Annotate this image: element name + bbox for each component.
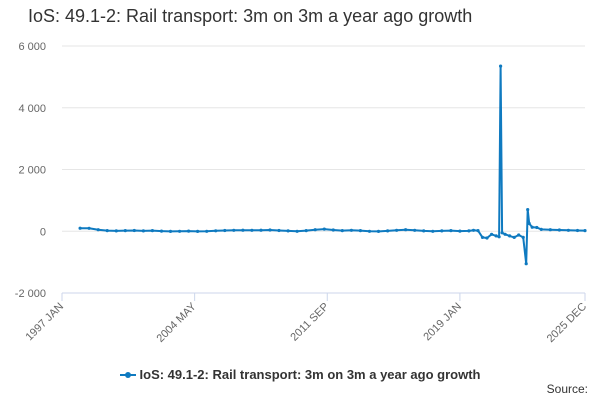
x-tick-label: 2004 MAY (155, 300, 200, 345)
data-point (535, 225, 539, 230)
data-point (159, 229, 164, 233)
data-point (105, 229, 109, 233)
data-point (458, 229, 462, 233)
legend-series-label: IoS: 49.1-2: Rail transport: 3m on 3m a … (139, 367, 481, 383)
data-point (286, 229, 290, 233)
data-point (497, 235, 501, 239)
data-point (503, 232, 507, 236)
data-point (132, 228, 136, 233)
data-point (349, 228, 353, 232)
data-point (404, 228, 408, 232)
data-point (422, 229, 426, 233)
data-point (557, 228, 562, 232)
data-point (527, 221, 531, 226)
data-point (449, 229, 453, 233)
data-point (490, 232, 494, 236)
y-tick-label: 2 000 (18, 165, 46, 177)
data-point (187, 229, 191, 233)
data-point (485, 236, 489, 240)
data-point (500, 231, 504, 235)
data-point (96, 228, 100, 232)
data-point (512, 235, 516, 239)
data-point (476, 229, 480, 233)
x-tick-label: 1997 JAN (23, 301, 66, 344)
x-tick-label: 2019 JAN (421, 301, 464, 344)
data-point (304, 229, 308, 233)
data-point (480, 235, 485, 239)
data-point (277, 228, 281, 233)
data-point (313, 228, 317, 232)
data-point (508, 234, 512, 238)
data-point (340, 229, 344, 233)
data-point (494, 234, 498, 238)
y-tick-labels: -2 000 0 2 000 4 000 6 000 (15, 41, 46, 300)
chart-title: IoS: 49.1-2: Rail transport: 3m on 3m a … (28, 6, 473, 26)
data-point (322, 227, 326, 231)
data-point (223, 228, 227, 233)
data-point (499, 64, 503, 68)
data-point (331, 228, 335, 232)
data-point (548, 228, 552, 232)
data-point (521, 235, 525, 239)
data-point (524, 262, 528, 266)
data-point (530, 225, 534, 229)
series-line-group (78, 64, 587, 266)
data-point (575, 228, 580, 233)
data-point (259, 228, 263, 232)
data-point (376, 229, 381, 233)
data-point (232, 228, 236, 232)
data-point (268, 228, 272, 232)
data-point (114, 229, 118, 233)
y-tick-label: 4 000 (18, 103, 46, 115)
data-point (539, 227, 543, 231)
data-point (526, 208, 530, 212)
x-tick-label: 2025 DEC (545, 301, 589, 345)
data-point (196, 229, 200, 233)
data-point (358, 229, 362, 233)
data-point (141, 229, 145, 233)
x-tick-label: 2011 SEP (288, 301, 331, 344)
legend-line-marker-icon (119, 371, 136, 379)
data-point (168, 229, 173, 233)
y-tick-label: -2 000 (15, 288, 46, 300)
data-point (205, 229, 209, 233)
data-point (178, 229, 182, 233)
data-point (471, 228, 476, 232)
source-credit[interactable]: Source: (546, 382, 588, 396)
legend[interactable]: IoS: 49.1-2: Rail transport: 3m on 3m a … (0, 366, 600, 382)
series-line (79, 65, 586, 265)
y-tick-label: 0 (40, 226, 46, 238)
x-tick-labels: 1997 JAN 2004 MAY 2011 SEP 2019 JAN 2025 DEC (23, 300, 589, 345)
data-point (87, 226, 91, 230)
data-point (78, 226, 82, 230)
data-point (386, 229, 390, 233)
axes (61, 292, 586, 301)
data-point (123, 229, 127, 233)
data-point (440, 229, 444, 233)
data-point (395, 228, 399, 232)
data-point (517, 233, 521, 237)
data-point (250, 228, 254, 232)
data-point (467, 229, 471, 233)
data-point (566, 228, 571, 232)
data-point (150, 229, 154, 233)
data-point (295, 229, 299, 233)
data-point (413, 228, 417, 232)
data-point (214, 229, 218, 233)
data-point (431, 229, 435, 233)
data-point (367, 229, 372, 233)
data-point (583, 229, 587, 233)
data-point (241, 228, 245, 232)
y-tick-label: 6 000 (18, 41, 46, 53)
gridlines (62, 45, 585, 294)
